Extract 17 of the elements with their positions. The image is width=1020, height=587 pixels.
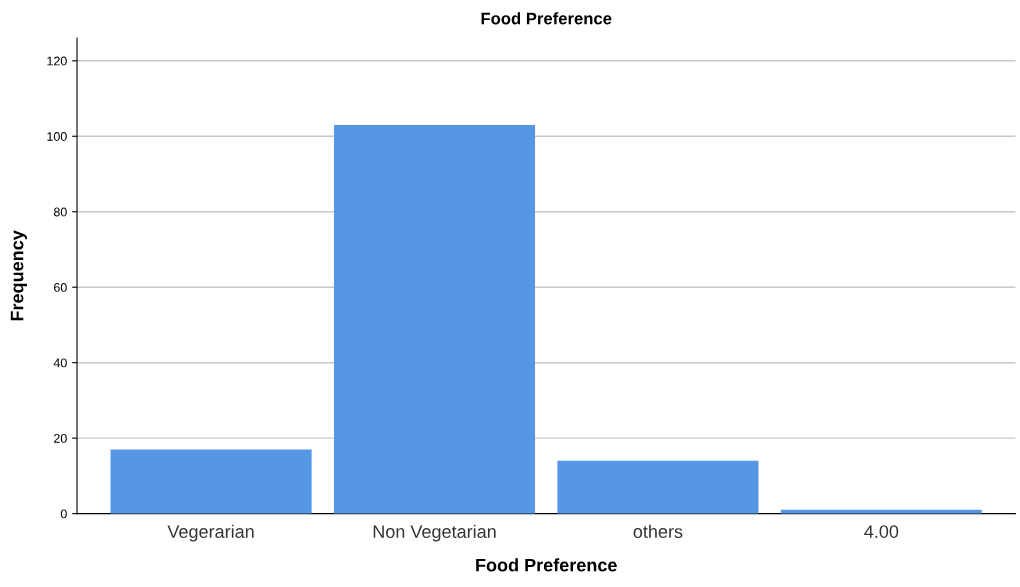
- y-tick-label: 40: [53, 358, 67, 368]
- bar: [110, 449, 312, 514]
- bar: [333, 124, 536, 514]
- x-tick-label: Non Vegetarian: [373, 524, 496, 542]
- chart-title: Food Preference: [481, 12, 612, 25]
- y-tick-label: 100: [47, 132, 67, 141]
- y-tick-label: 80: [53, 207, 67, 217]
- x-tick-label: others: [633, 524, 683, 538]
- x-axis-title: Food Preference: [476, 558, 617, 572]
- y-tick-label: 20: [54, 433, 67, 443]
- x-tick-label: Vegerarian: [167, 524, 254, 542]
- bar: [557, 460, 759, 514]
- y-tick-label: 120: [47, 56, 67, 66]
- y-tick-label: 60: [54, 283, 67, 292]
- y-axis-title: Frequency: [10, 230, 27, 321]
- y-tick-label: 0: [60, 509, 67, 519]
- x-tick-label: 4.00: [864, 525, 899, 538]
